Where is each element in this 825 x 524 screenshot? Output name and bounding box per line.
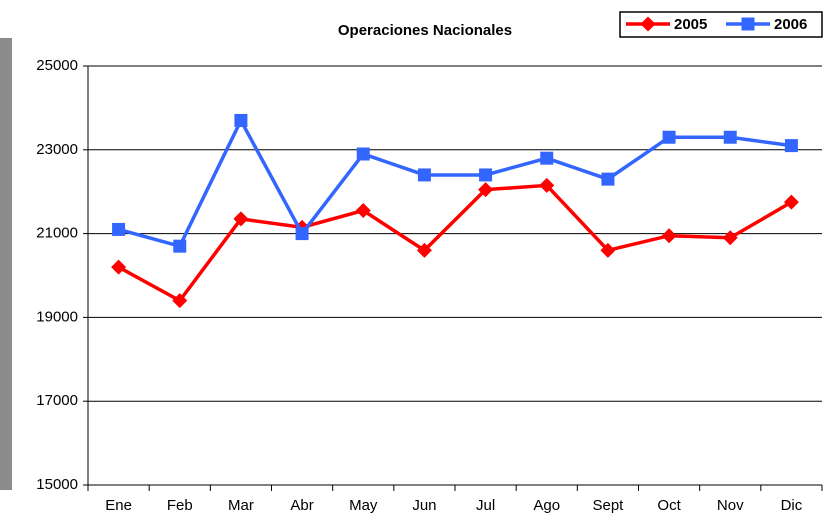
data-point bbox=[172, 293, 188, 309]
x-tick-label: Abr bbox=[290, 497, 313, 514]
y-tick-label: 25000 bbox=[36, 57, 78, 74]
x-tick-label: Feb bbox=[167, 497, 193, 514]
y-tick-label: 19000 bbox=[36, 308, 78, 325]
x-tick-label: Jul bbox=[476, 497, 495, 514]
series-line bbox=[117, 183, 793, 303]
data-point bbox=[355, 203, 371, 219]
data-point bbox=[723, 130, 737, 144]
data-point bbox=[783, 194, 799, 210]
y-tick-label: 17000 bbox=[36, 392, 78, 409]
x-tick-label: May bbox=[349, 497, 378, 514]
x-tick-label: Jun bbox=[412, 497, 436, 514]
data-point bbox=[539, 177, 555, 193]
data-point bbox=[662, 130, 676, 144]
series-line bbox=[118, 116, 792, 249]
x-tick-label: Oct bbox=[657, 497, 681, 514]
legend-marker bbox=[640, 16, 656, 32]
data-point bbox=[417, 168, 431, 182]
data-point bbox=[722, 230, 738, 246]
data-point bbox=[234, 113, 248, 127]
x-tick-label: Ago bbox=[533, 497, 560, 514]
side-strip bbox=[0, 38, 12, 490]
chart-title: Operaciones Nacionales bbox=[338, 22, 512, 39]
data-point bbox=[295, 227, 309, 241]
data-point bbox=[112, 222, 126, 236]
x-tick-label: Ene bbox=[105, 497, 132, 514]
y-tick-label: 23000 bbox=[36, 141, 78, 158]
data-point bbox=[356, 147, 370, 161]
legend-marker bbox=[741, 17, 755, 31]
data-point bbox=[478, 182, 494, 198]
data-point bbox=[416, 242, 432, 258]
legend-label: 2005 bbox=[674, 16, 707, 33]
legend-label: 2006 bbox=[774, 16, 807, 33]
data-point bbox=[661, 228, 677, 244]
x-tick-label: Nov bbox=[717, 497, 744, 514]
x-tick-label: Sept bbox=[592, 497, 624, 514]
x-tick-label: Dic bbox=[781, 497, 803, 514]
x-tick-label: Mar bbox=[228, 497, 254, 514]
y-tick-label: 15000 bbox=[36, 476, 78, 493]
data-point bbox=[601, 172, 615, 186]
data-point bbox=[173, 239, 187, 253]
data-point bbox=[784, 139, 798, 153]
y-tick-label: 21000 bbox=[36, 225, 78, 242]
data-point bbox=[540, 151, 554, 165]
data-point bbox=[600, 242, 616, 258]
data-point bbox=[479, 168, 493, 182]
data-point bbox=[111, 259, 127, 275]
data-point bbox=[233, 211, 249, 227]
